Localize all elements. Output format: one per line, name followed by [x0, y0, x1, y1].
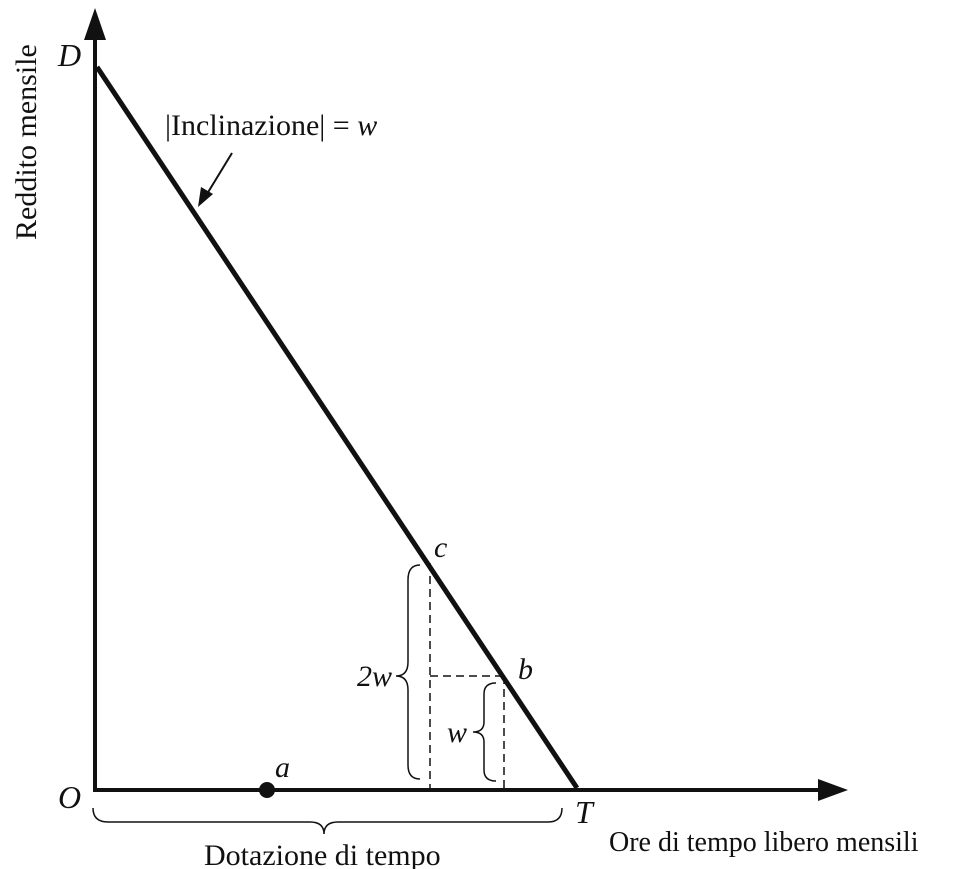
brace-time-endowment [92, 807, 563, 835]
slope-pointer-arrowhead [198, 187, 213, 207]
label-w: w [447, 716, 467, 749]
x-axis-arrowhead [818, 779, 848, 801]
point-a-marker [259, 782, 275, 798]
y-axis-arrowhead [84, 8, 106, 40]
label-2w: 2w [357, 660, 392, 693]
point-label-b: b [518, 653, 533, 686]
slope-bar-right: | [319, 109, 325, 142]
slope-annotation: |Inclinazione| = w [165, 109, 377, 142]
brace-w [472, 682, 497, 782]
slope-pointer-line [206, 152, 233, 195]
brace-2w [395, 564, 421, 780]
point-label-c: c [434, 531, 447, 564]
slope-equals: = [325, 109, 357, 142]
budget-line [94, 65, 580, 790]
slope-bar-left: | [165, 109, 171, 142]
slope-value: w [357, 109, 377, 142]
y-axis-label: Reddito mensile [10, 44, 43, 240]
slope-text: Inclinazione [171, 109, 319, 142]
point-label-origin: O [58, 779, 81, 815]
x-axis-label: Ore di tempo libero mensili [609, 827, 919, 858]
point-label-d: D [57, 37, 81, 73]
point-label-t: T [575, 794, 595, 830]
point-label-a: a [275, 751, 290, 784]
time-endowment-label: Dotazione di tempo [204, 839, 441, 869]
